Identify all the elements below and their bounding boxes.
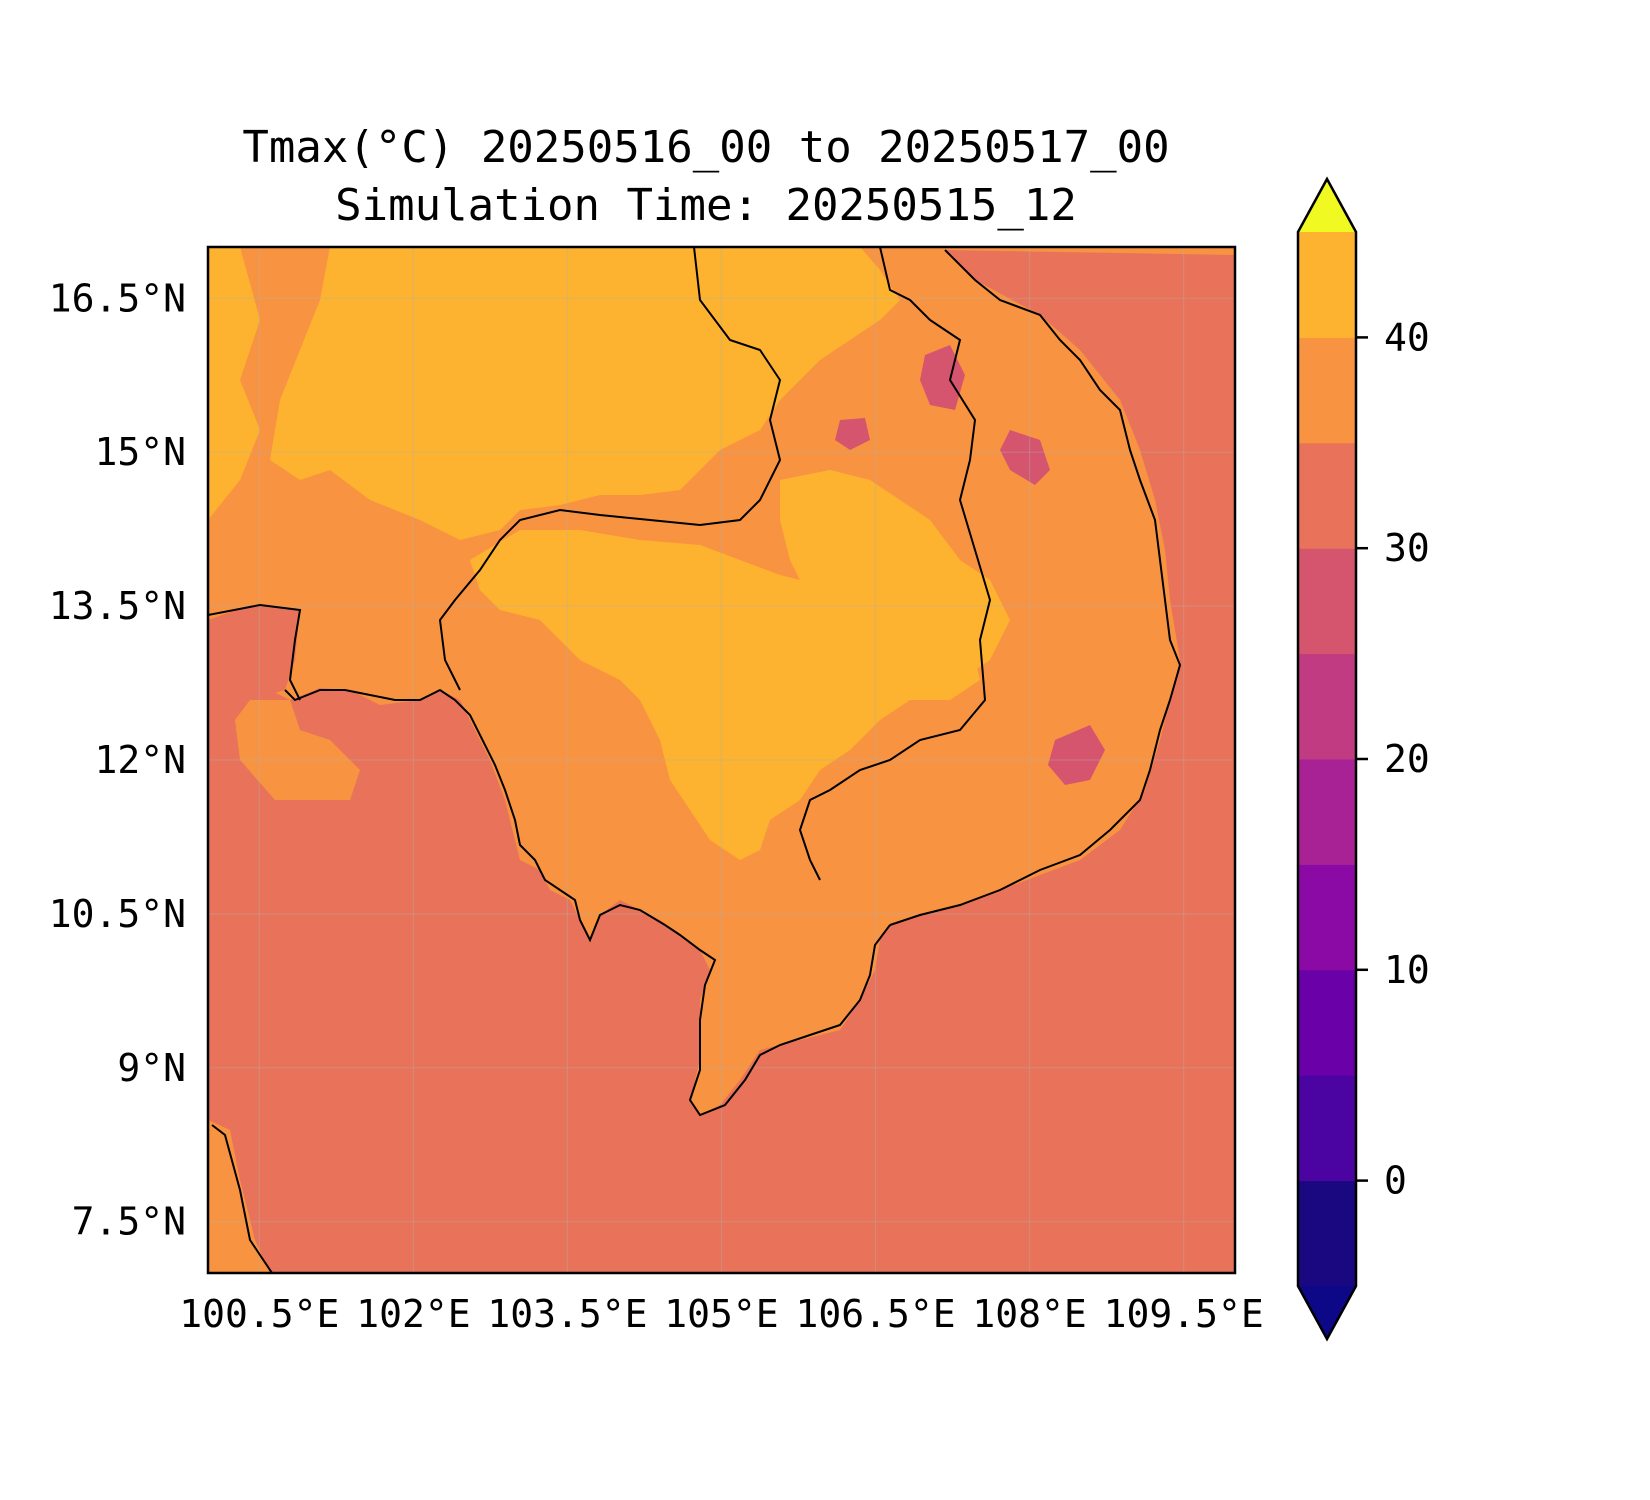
border-laos-cambodia-thailand	[438, 247, 782, 691]
y-tick-label-1: 15°N	[94, 430, 186, 474]
y-axis: 16.5°N 15°N 13.5°N 12°N 10.5°N 9°N 7.5°N	[49, 276, 186, 1243]
coastline-vietnam	[889, 249, 1182, 926]
colorbar-segment-2	[1298, 969, 1356, 1076]
y-tick-label-6: 7.5°N	[72, 1200, 186, 1244]
x-tick-label-6: 109.5°E	[1104, 1292, 1264, 1336]
x-tick-label-5: 108°E	[972, 1292, 1086, 1336]
title-line-2: Simulation Time: 20250515_12	[335, 180, 1077, 231]
cool-spot-highland-2	[1000, 430, 1050, 485]
colorbar-segment-4	[1298, 759, 1356, 865]
land-field-35-40-northwest	[208, 247, 260, 520]
cool-spot-highland-4	[1048, 725, 1105, 785]
colorbar-tick-label-0: 0	[1384, 1159, 1407, 1203]
grid-lines	[208, 247, 1235, 1273]
colorbar-tick-label-3: 30	[1384, 526, 1430, 570]
border-vietnam-interior	[798, 247, 992, 881]
land-field-35-40-north	[208, 247, 900, 540]
colorbar-segment-0	[1298, 1180, 1356, 1287]
x-tick-label-3: 105°E	[664, 1292, 778, 1336]
colorbar-segment-6	[1298, 548, 1356, 655]
y-tick-label-0: 16.5°N	[49, 276, 186, 320]
colorbar: 0 10 20 30 40	[1296, 176, 1430, 1342]
y-tick-label-4: 10.5°N	[49, 892, 186, 936]
colorbar-segment-3	[1298, 864, 1356, 971]
y-tick-label-3: 12°N	[94, 738, 186, 782]
coastline-mekong-delta	[664, 924, 891, 1117]
x-tick-label-2: 103.5°E	[487, 1292, 647, 1336]
x-axis: 100.5°E 102°E 103.5°E 105°E 106.5°E 108°E 109.…	[179, 1292, 1263, 1336]
border-thailand-west	[208, 603, 302, 701]
x-tick-label-1: 102°E	[356, 1292, 470, 1336]
map-frame	[206, 245, 1237, 1275]
cool-spot-highland-3	[835, 418, 870, 450]
y-tick-label-5: 9°N	[117, 1046, 186, 1090]
colorbar-extend-under	[1298, 1286, 1356, 1339]
land-field-30-35-south-peninsula	[208, 1120, 270, 1273]
sea-south	[700, 760, 1235, 1273]
map-panel	[208, 247, 1235, 1273]
colorbar-segment-9	[1298, 232, 1356, 338]
colorbar-tick-label-2: 20	[1384, 737, 1430, 781]
coastline-cambodia-thailand	[284, 688, 666, 943]
colorbar-segment-8	[1298, 337, 1356, 444]
colorbar-segment-1	[1298, 1075, 1356, 1182]
x-tick-label-4: 106.5°E	[795, 1292, 955, 1336]
coastline-peninsula-south	[211, 1124, 273, 1273]
colorbar-segment-5	[1298, 653, 1356, 760]
y-tick-label-2: 13.5°N	[49, 584, 186, 628]
colorbar-outline	[1296, 176, 1358, 1342]
x-tick-label-0: 100.5°E	[179, 1292, 339, 1336]
colorbar-tick-label-4: 40	[1384, 315, 1430, 359]
colorbar-segment-7	[1298, 442, 1356, 549]
land-field-35-40-east	[780, 470, 1010, 680]
coastlines-and-borders	[208, 247, 1182, 1273]
colorbar-extend-over	[1298, 179, 1356, 232]
title-line-1: Tmax(°C) 20250516_00 to 20250517_00	[242, 122, 1169, 173]
land-field-25-30-west	[208, 605, 300, 700]
colorbar-tick-label-1: 10	[1384, 948, 1430, 992]
